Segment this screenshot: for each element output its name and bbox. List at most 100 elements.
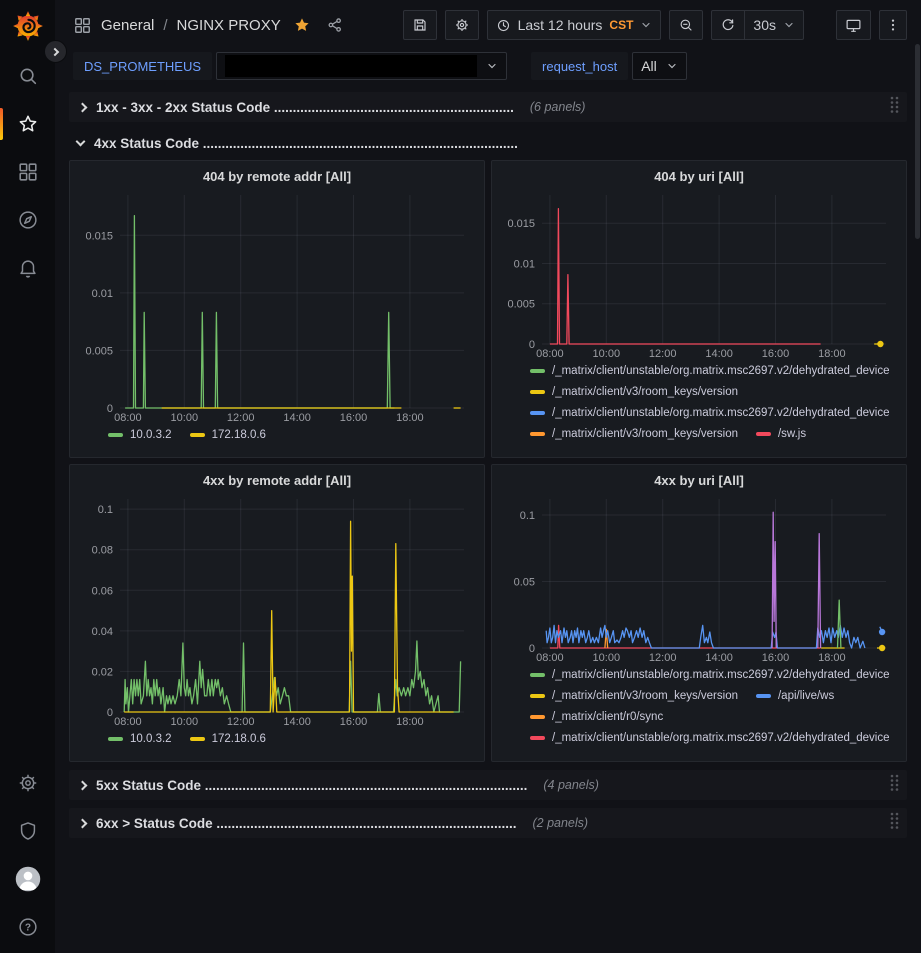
share-button[interactable] bbox=[323, 13, 347, 37]
timeseries-chart[interactable]: 0 0.02 0.04 0.06 0.08 0.1 08:00 10:00 12:00 14:00… bbox=[78, 492, 476, 728]
sidebar-item-explore[interactable] bbox=[0, 196, 55, 244]
panel-grid: 404 by remote addr [All] 0 0.005 0.01 0.015… bbox=[69, 160, 907, 762]
variable-ds-prometheus-select[interactable] bbox=[216, 52, 508, 80]
legend-color-dash bbox=[530, 714, 545, 719]
sidebar-item-help[interactable]: ? bbox=[0, 903, 55, 951]
svg-text:18:00: 18:00 bbox=[818, 652, 846, 664]
legend-item[interactable]: /_matrix/client/unstable/org.matrix.msc2… bbox=[530, 664, 890, 685]
svg-text:0.01: 0.01 bbox=[92, 288, 113, 300]
row-header-4xx[interactable]: 4xx Status Code ........................… bbox=[69, 130, 907, 156]
refresh-interval-picker[interactable]: 30s bbox=[745, 10, 804, 40]
row-panel-count: (6 panels) bbox=[529, 100, 586, 114]
chart-svg: 0 0.005 0.01 0.015 08:00 10:00 12:00 14:00 16:00… bbox=[507, 195, 886, 360]
sidebar-expand-button[interactable] bbox=[44, 40, 67, 63]
row-title: 4xx Status Code ........................… bbox=[94, 135, 518, 151]
timeseries-chart[interactable]: 0 0.005 0.01 0.015 08:00 10:00 12:00 14:00 16:00… bbox=[78, 188, 476, 424]
gear-icon bbox=[455, 19, 468, 31]
time-range-picker[interactable]: Last 12 hours CST bbox=[486, 10, 662, 40]
svg-text:12:00: 12:00 bbox=[649, 348, 677, 360]
svg-text:0.015: 0.015 bbox=[507, 218, 535, 230]
refresh-interval-label: 30s bbox=[753, 17, 776, 33]
legend-label: /_matrix/client/r0/sync bbox=[552, 710, 664, 723]
panel-title[interactable]: 404 by uri [All] bbox=[654, 169, 744, 184]
sidebar-item-configuration[interactable] bbox=[0, 759, 55, 807]
row-drag-handle[interactable] bbox=[889, 812, 900, 835]
legend-color-dash bbox=[108, 432, 123, 437]
legend-item[interactable]: 10.0.3.2 bbox=[108, 728, 172, 749]
legend-item[interactable]: 10.0.3.2 bbox=[108, 424, 172, 445]
chevron-right-icon bbox=[77, 102, 88, 112]
svg-text:10:00: 10:00 bbox=[593, 652, 621, 664]
panel-legend: /_matrix/client/unstable/org.matrix.msc2… bbox=[500, 664, 898, 759]
more-options-button[interactable] bbox=[879, 10, 907, 40]
breadcrumb-section[interactable]: General bbox=[101, 16, 155, 34]
sidebar-item-starred[interactable] bbox=[0, 100, 55, 148]
legend-item[interactable]: /_matrix/client/v3/room_keys/version bbox=[530, 685, 738, 706]
svg-text:18:00: 18:00 bbox=[396, 716, 424, 728]
legend-item[interactable]: /api/live/ws bbox=[755, 685, 835, 706]
variable-label-ds-prometheus[interactable]: DS_PROMETHEUS bbox=[73, 52, 213, 80]
sidebar-item-search[interactable] bbox=[0, 52, 55, 100]
timeseries-chart[interactable]: 0 0.005 0.01 0.015 08:00 10:00 12:00 14:00 16:00… bbox=[500, 188, 898, 360]
legend-item[interactable]: 172.18.0.6 bbox=[189, 424, 266, 445]
variable-request-host-select[interactable]: All bbox=[632, 52, 687, 80]
compass-icon bbox=[18, 211, 37, 229]
dashboard-settings-button[interactable] bbox=[444, 10, 479, 40]
legend-item[interactable]: /sw.js bbox=[755, 423, 807, 444]
favorite-star-button[interactable] bbox=[290, 13, 314, 37]
chart-svg: 0 0.05 0.1 08:00 10:00 12:00 14:00 16:00 18:00 bbox=[514, 499, 886, 664]
avatar bbox=[15, 866, 40, 892]
legend-label: /sw.js bbox=[777, 427, 807, 440]
time-range-label: Last 12 hours bbox=[517, 17, 603, 33]
svg-text:0: 0 bbox=[529, 339, 535, 351]
bell-icon bbox=[19, 260, 36, 278]
chevron-right-icon bbox=[77, 780, 88, 790]
zoom-out-icon bbox=[680, 19, 692, 31]
grafana-flame-icon bbox=[12, 11, 43, 41]
scrollbar-thumb[interactable] bbox=[915, 44, 920, 239]
legend-item[interactable]: /_matrix/client/unstable/org.matrix.msc2… bbox=[530, 727, 890, 748]
svg-text:08:00: 08:00 bbox=[114, 412, 142, 424]
redacted-value bbox=[225, 55, 478, 77]
sidebar-item-alerting[interactable] bbox=[0, 244, 55, 292]
row-header-5xx[interactable]: 5xx Status Code ........................… bbox=[69, 770, 907, 800]
panel-title[interactable]: 4xx by uri [All] bbox=[654, 473, 744, 488]
variable-label-request-host[interactable]: request_host bbox=[531, 52, 629, 80]
sidebar-item-dashboards[interactable] bbox=[0, 148, 55, 196]
sidebar-item-server-admin[interactable] bbox=[0, 807, 55, 855]
chart-svg: 0 0.02 0.04 0.06 0.08 0.1 08:00 10:00 12:00 14:00… bbox=[92, 499, 464, 728]
tv-mode-button[interactable] bbox=[836, 10, 871, 40]
row-title: 6xx > Status Code ......................… bbox=[96, 815, 517, 831]
panel-title[interactable]: 4xx by remote addr [All] bbox=[202, 473, 352, 488]
legend-item[interactable]: 172.18.0.6 bbox=[189, 728, 266, 749]
svg-text:0.08: 0.08 bbox=[92, 545, 113, 557]
save-dashboard-button[interactable] bbox=[402, 10, 437, 40]
timeseries-chart[interactable]: 0 0.05 0.1 08:00 10:00 12:00 14:00 16:00 18:00 bbox=[500, 492, 898, 664]
panel-title[interactable]: 404 by remote addr [All] bbox=[202, 169, 352, 184]
legend-item[interactable]: /_matrix/client/unstable/org.matrix.msc2… bbox=[530, 360, 890, 381]
svg-text:08:00: 08:00 bbox=[536, 348, 564, 360]
legend-label: /_matrix/client/unstable/org.matrix.msc2… bbox=[552, 668, 890, 681]
zoom-out-button[interactable] bbox=[669, 10, 704, 40]
legend-label: /_matrix/client/unstable/org.matrix.msc2… bbox=[552, 406, 890, 419]
legend-item[interactable]: /_matrix/client/r0/sync bbox=[530, 706, 663, 727]
svg-text:08:00: 08:00 bbox=[536, 652, 564, 664]
row-header-6xx[interactable]: 6xx > Status Code ......................… bbox=[69, 808, 907, 838]
row-drag-handle[interactable] bbox=[889, 774, 900, 797]
panel-legend: 10.0.3.2 172.18.0.6 bbox=[78, 424, 476, 455]
legend-item[interactable]: /_matrix/client/v3/room_keys/version bbox=[530, 423, 738, 444]
legend-color-dash bbox=[530, 431, 545, 436]
chevron-down-icon bbox=[488, 63, 496, 69]
grafana-logo[interactable] bbox=[0, 0, 55, 52]
row-header-1xx-3xx-2xx[interactable]: 1xx - 3xx - 2xx Status Code ............… bbox=[69, 92, 907, 122]
breadcrumb-dashboard-title[interactable]: NGINX PROXY bbox=[176, 16, 281, 34]
legend-item[interactable]: /_matrix/client/unstable/org.matrix.msc2… bbox=[530, 402, 890, 423]
drag-dots-icon bbox=[890, 774, 899, 791]
svg-text:14:00: 14:00 bbox=[705, 652, 733, 664]
legend-label: /api/live/ws bbox=[777, 689, 835, 702]
refresh-button[interactable] bbox=[711, 10, 746, 40]
legend-item[interactable]: /_matrix/client/v3/room_keys/version bbox=[530, 381, 738, 402]
sidebar-item-profile[interactable] bbox=[0, 855, 55, 903]
row-drag-handle[interactable] bbox=[889, 96, 900, 119]
dashboard-content: 1xx - 3xx - 2xx Status Code ............… bbox=[55, 90, 921, 953]
